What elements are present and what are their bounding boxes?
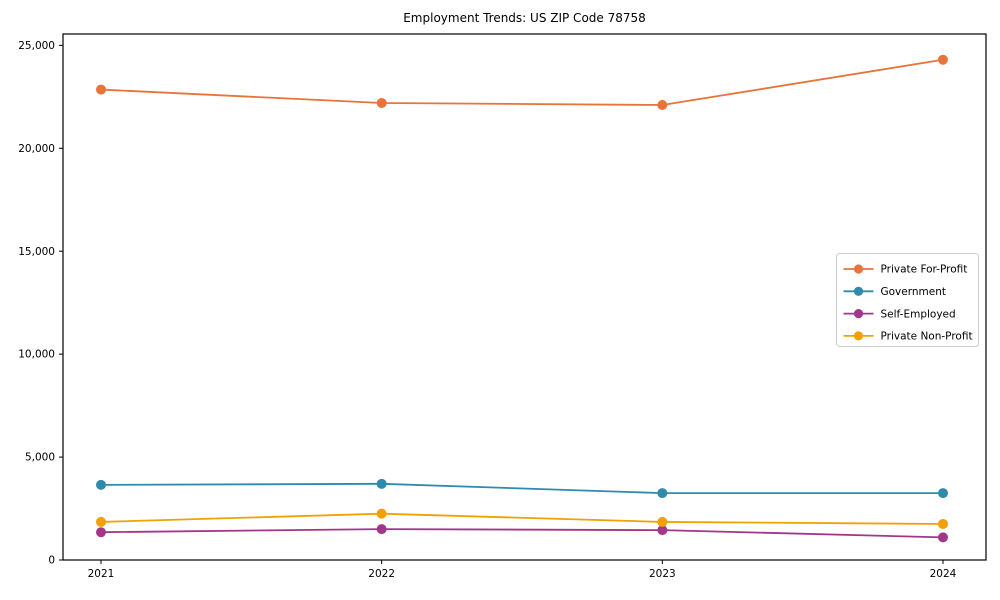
data-point-marker-private-for-profit — [657, 100, 668, 111]
legend-item-private-for-profit: Private For-Profit — [843, 264, 968, 276]
data-point-marker-government — [96, 479, 106, 490]
legend: Private For-Profit Government Self-Employe… — [836, 253, 979, 347]
x-tick-label: 2022 — [368, 568, 395, 580]
data-point-marker-private-non-profit — [376, 508, 387, 519]
legend-label: Government — [881, 286, 946, 298]
data-point-marker-government — [657, 488, 668, 499]
legend-marker — [853, 264, 864, 274]
data-point-marker-private-non-profit — [96, 516, 106, 527]
y-tick-label: 5,000 — [25, 452, 55, 464]
legend-label: Self-Employed — [881, 308, 956, 320]
series-line-self-employed — [100, 528, 944, 539]
data-point-marker-private-for-profit — [376, 97, 387, 108]
series-line-government — [100, 482, 943, 494]
y-tick-label: 20,000 — [18, 143, 55, 155]
legend-marker — [853, 286, 864, 296]
chart-title: Employment Trends: US ZIP Code 78758 — [403, 11, 646, 25]
legend-marker — [853, 309, 864, 319]
data-point-marker-private-for-profit — [96, 84, 106, 95]
data-point-marker-self-employed — [657, 525, 668, 536]
data-point-marker-self-employed — [96, 527, 106, 538]
series-line-private-non-profit — [100, 512, 944, 525]
data-point-marker-private-non-profit — [657, 516, 668, 527]
plot-border — [62, 33, 987, 561]
legend-label: Private For-Profit — [881, 264, 968, 276]
legend-label: Private Non-Profit — [881, 331, 973, 343]
data-point-marker-government — [938, 488, 948, 499]
series-line-private-for-profit — [100, 58, 944, 106]
data-point-marker-private-non-profit — [938, 518, 948, 529]
legend-box — [836, 253, 979, 347]
y-tick-label: 10,000 — [18, 349, 55, 361]
legend-marker — [853, 331, 864, 341]
data-point-marker-self-employed — [376, 524, 387, 535]
data-point-marker-self-employed — [938, 532, 948, 543]
data-point-marker-government — [376, 478, 387, 489]
y-tick-label: 25,000 — [18, 40, 55, 52]
y-tick-label: 0 — [48, 555, 55, 567]
x-tick-label: 2023 — [649, 568, 676, 580]
legend-item-government: Government — [843, 286, 946, 298]
x-tick-label: 2021 — [88, 568, 115, 580]
x-tick-label: 2024 — [930, 568, 957, 580]
legend-item-private-non-profit: Private Non-Profit — [843, 331, 973, 343]
legend-item-self-employed: Self-Employed — [843, 308, 956, 320]
y-tick-label: 15,000 — [18, 246, 55, 258]
data-point-marker-private-for-profit — [938, 54, 948, 65]
